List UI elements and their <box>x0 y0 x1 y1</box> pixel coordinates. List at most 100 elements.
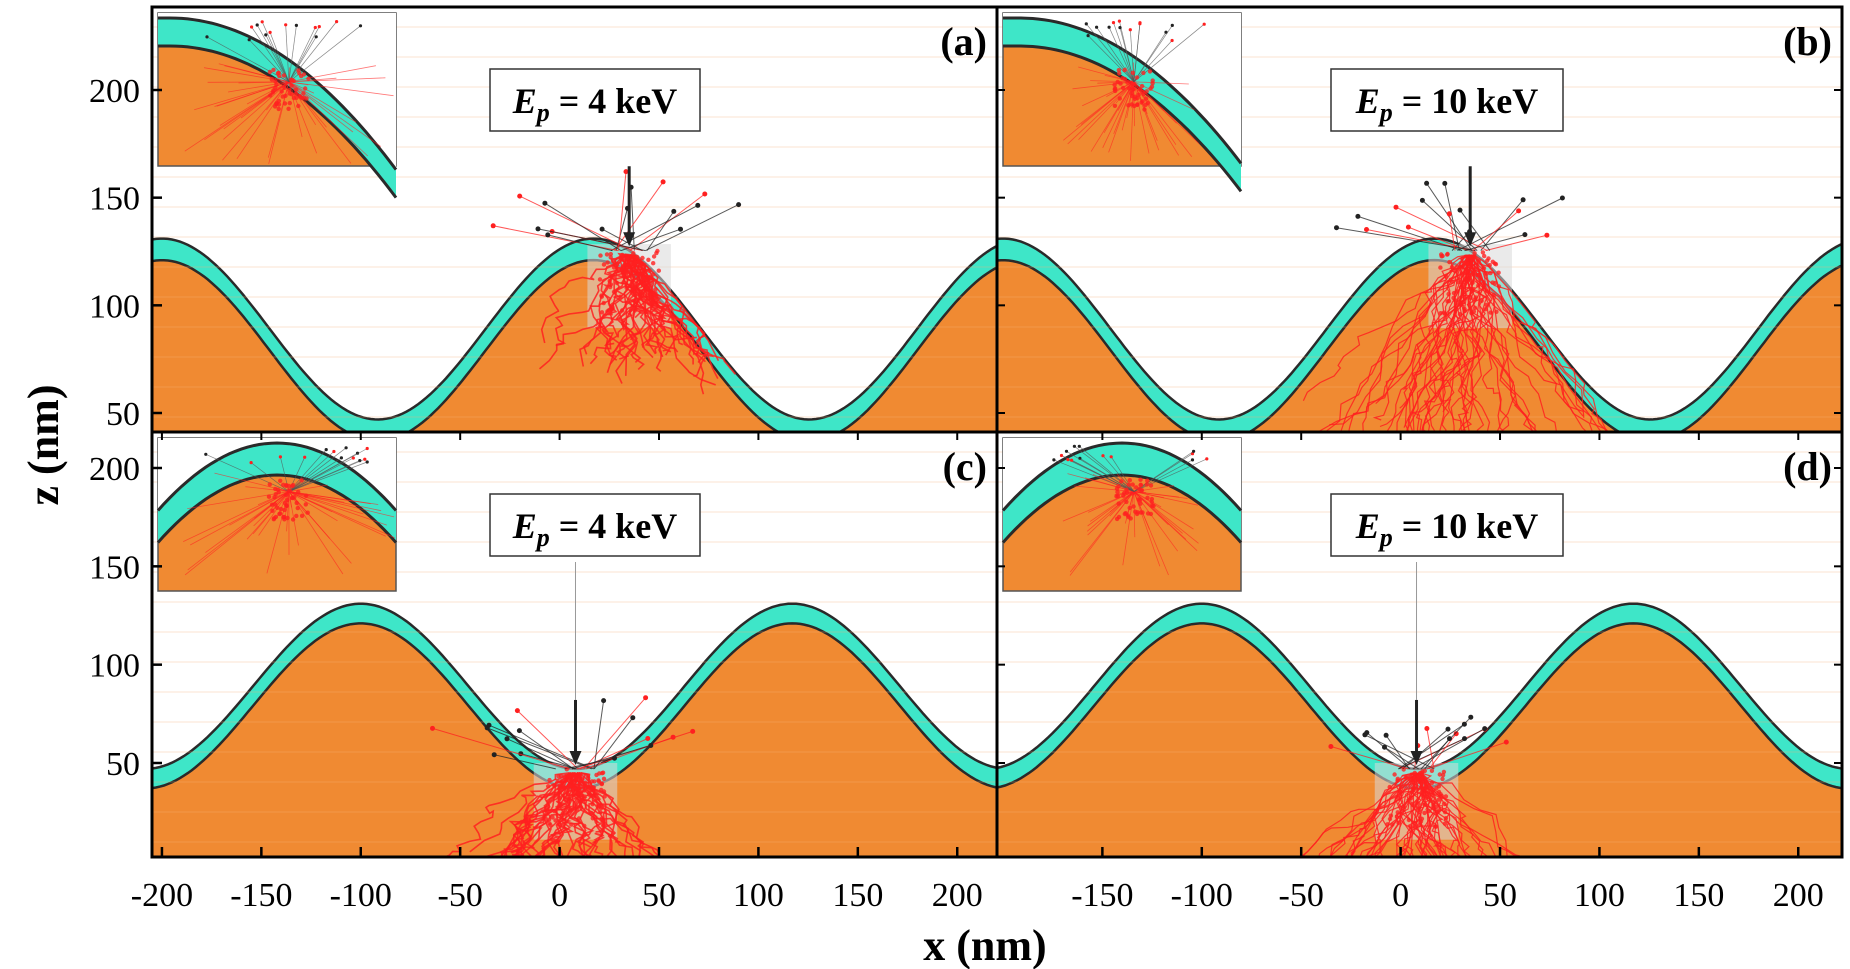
scatter-event <box>598 253 603 258</box>
inset-escape-point <box>1138 22 1142 26</box>
electron-trajectory <box>537 772 585 857</box>
inset-film-top-edge <box>158 16 398 171</box>
inset-scatter-event <box>1141 92 1146 97</box>
scatter-event <box>589 810 594 816</box>
escape-arrowhead <box>643 695 649 701</box>
scatter-event <box>590 794 595 799</box>
electron-trajectory <box>1417 772 1497 857</box>
scatter-event <box>602 794 607 799</box>
escape-arrowhead <box>535 226 541 232</box>
scatter-event <box>632 308 638 313</box>
inset-escape-trajectory <box>1071 459 1135 492</box>
scatter-event <box>648 280 654 285</box>
scatter-event <box>1398 789 1403 794</box>
electron-trajectory <box>1420 772 1518 857</box>
scatter-event <box>1424 785 1429 791</box>
inset-trajectory <box>1104 75 1134 83</box>
scatter-event <box>654 295 659 300</box>
y-tick-label-top: 200 <box>89 73 140 110</box>
scatter-event <box>1449 264 1455 270</box>
scatter-event <box>1390 822 1395 827</box>
scatter-event <box>619 267 624 272</box>
scatter-event <box>1469 310 1474 316</box>
scatter-event <box>592 779 597 784</box>
inset-scatter-event <box>1124 487 1129 492</box>
escape-arrowhead <box>1446 211 1452 217</box>
y-tick-label-bottom: 150 <box>89 549 140 586</box>
inset-film-top-edge <box>1001 441 1243 512</box>
panel-a: Ep = 4 keV <box>152 7 997 432</box>
inset-scatter-event <box>301 91 306 96</box>
inset-trajectory <box>194 81 290 111</box>
inset-film-bottom-edge <box>156 473 398 544</box>
y-tick-label-bottom: 100 <box>89 648 140 685</box>
escape-arrowhead <box>1442 180 1448 186</box>
escape-trajectory <box>1402 728 1449 770</box>
x-tick-label-left: 150 <box>832 877 883 914</box>
inset-escape-point <box>260 20 264 24</box>
inset-trajectory <box>1133 491 1199 544</box>
scatter-event <box>1462 296 1468 301</box>
inset-trajectory <box>224 65 289 83</box>
scatter-event <box>1487 262 1492 268</box>
substrate-region <box>152 260 997 432</box>
escape-arrowhead <box>1355 213 1361 219</box>
scatter-event <box>1406 817 1412 823</box>
scatter-event <box>1438 311 1443 316</box>
scatter-event <box>619 308 625 313</box>
scatter-event <box>586 791 592 796</box>
scatter-event <box>1463 278 1469 283</box>
scatter-event <box>608 251 613 257</box>
substrate-region <box>152 623 997 857</box>
energy-label-box <box>489 68 701 132</box>
electron-trajectory <box>1412 772 1439 857</box>
scatter-event <box>1436 789 1442 795</box>
scatter-event <box>1453 298 1458 303</box>
scatter-event <box>1429 768 1435 773</box>
inset-scatter-event <box>1115 494 1121 499</box>
inset-film <box>1003 443 1241 543</box>
scatter-event <box>1446 291 1451 297</box>
inset-escape-point <box>1118 26 1122 30</box>
scatter-event <box>582 823 587 829</box>
inset-trajectory <box>219 81 290 126</box>
inset-escape-point <box>324 448 328 452</box>
scatter-event <box>1418 819 1424 824</box>
scatter-event <box>614 261 620 267</box>
inset-film <box>158 18 396 198</box>
inset-scatter-event <box>1145 478 1150 483</box>
inset-scatter-event <box>284 483 289 488</box>
inset-scatter-event <box>1137 498 1143 503</box>
scatter-event <box>578 798 583 803</box>
scatter-event <box>1472 251 1477 256</box>
energy-label: Ep = 10 keV <box>1355 506 1539 552</box>
scatter-event <box>1475 272 1480 278</box>
inset-trajectory <box>288 77 386 83</box>
scatter-event <box>647 310 652 315</box>
scatter-event <box>1488 270 1493 276</box>
inset-scatter-event <box>296 489 301 495</box>
electron-trajectory <box>1469 254 1537 432</box>
escape-arrowhead <box>1383 732 1389 738</box>
inset-escape-trajectory <box>1074 446 1135 492</box>
scatter-event <box>1438 265 1443 270</box>
inset-scatter-event <box>1128 516 1133 521</box>
zoom-inset <box>156 437 398 592</box>
escape-trajectory <box>1426 183 1473 251</box>
scatter-event <box>635 254 640 260</box>
inset-scatter-event <box>299 478 304 483</box>
electron-trajectory <box>540 772 574 857</box>
inset-scatter-event <box>279 89 284 94</box>
scatter-event <box>623 268 628 273</box>
scatter-event <box>1410 801 1415 807</box>
electron-trajectory <box>1471 254 1535 432</box>
scatter-event <box>1496 270 1501 275</box>
inset-escape-trajectory <box>288 458 365 492</box>
scatter-event <box>553 818 558 823</box>
inset-scatter-event <box>1141 70 1146 76</box>
inset-escape-point <box>1072 444 1076 448</box>
scatter-event <box>607 278 612 284</box>
inset-scatter-event <box>303 86 308 91</box>
x-tick-label-left: 50 <box>642 877 676 914</box>
scatter-event <box>1437 772 1443 777</box>
